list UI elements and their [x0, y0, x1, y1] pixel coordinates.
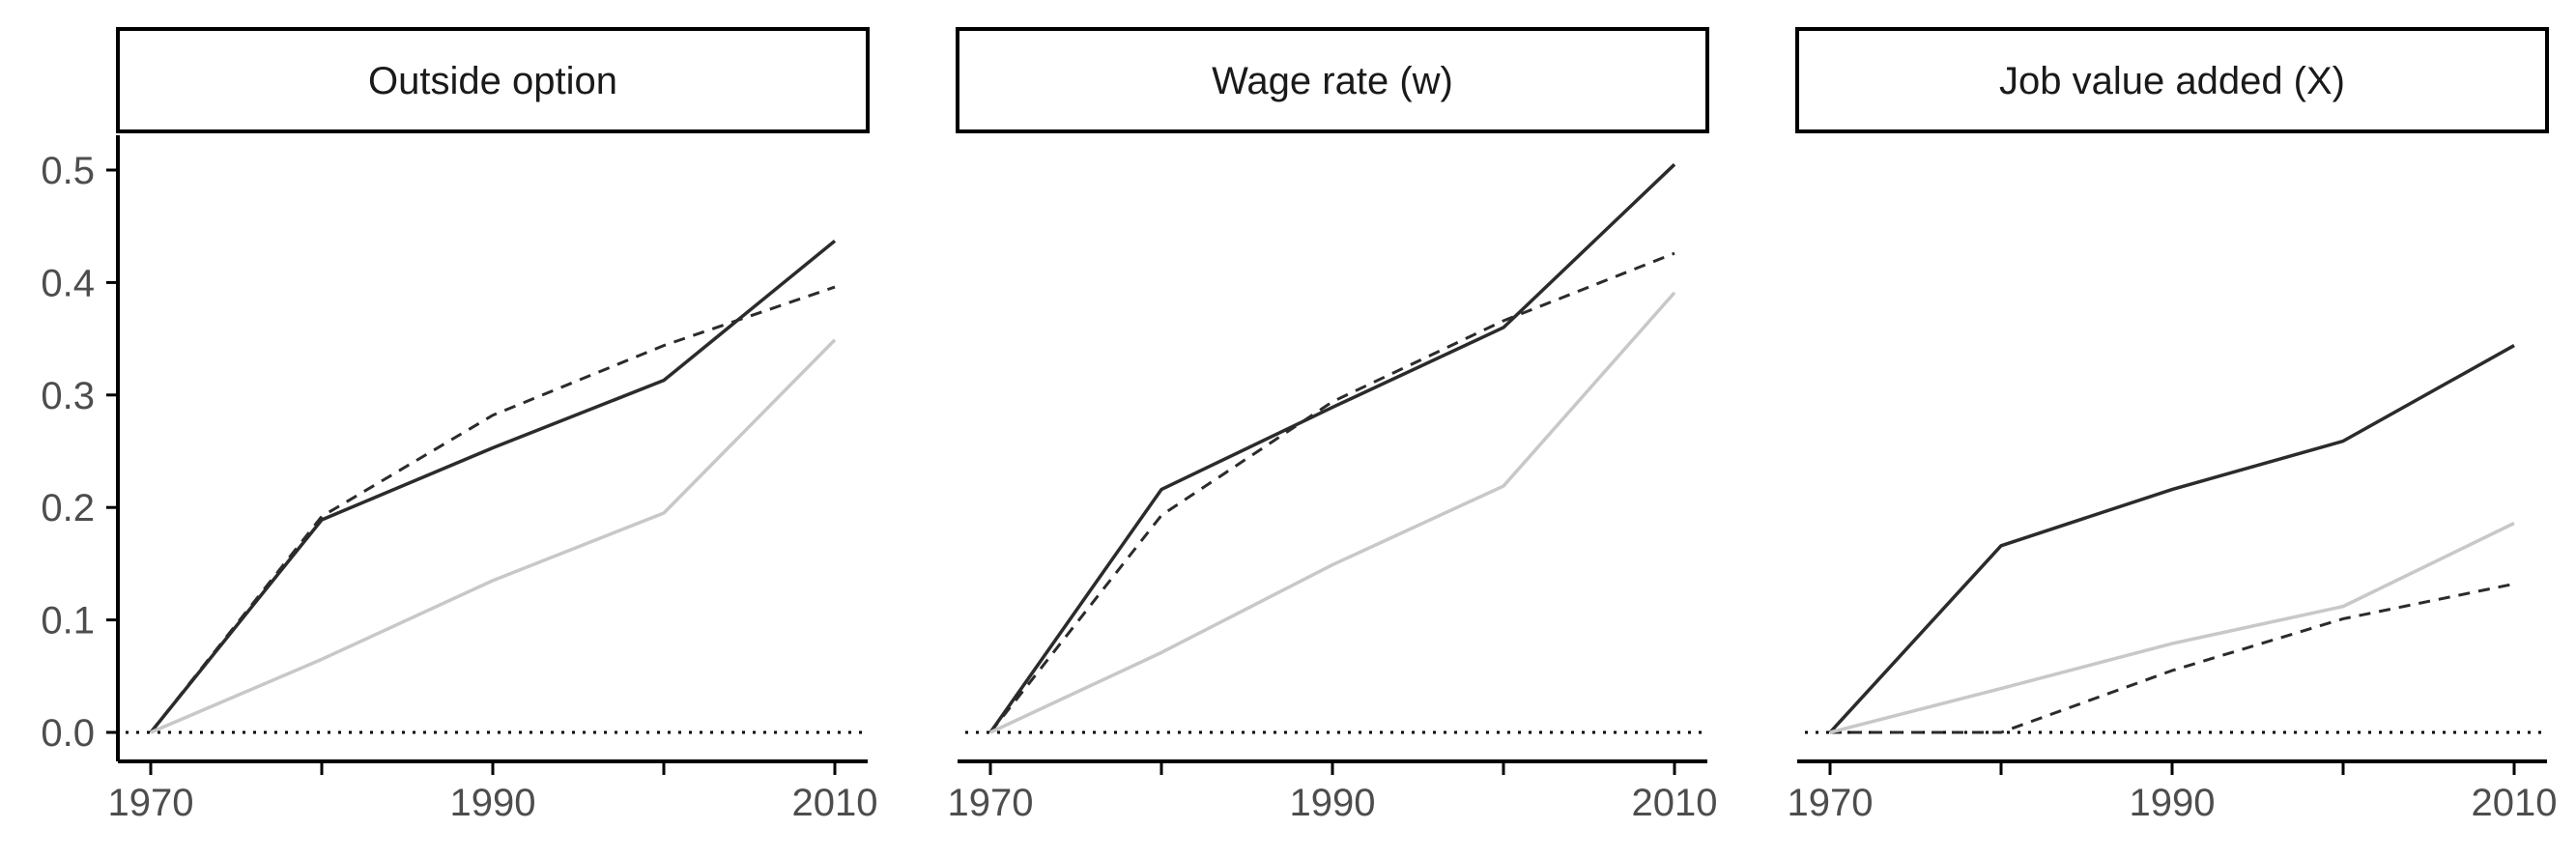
series-line-dashed-dark [988, 251, 1675, 733]
x-tick-label: 1970 [1788, 782, 1874, 824]
x-tick-label: 1990 [1290, 782, 1376, 824]
y-tick-label: 0.1 [41, 600, 95, 643]
panel-title: Job value added (X) [1999, 60, 2345, 102]
x-tick-label: 1990 [450, 782, 536, 824]
series-line-solid-light [150, 338, 837, 734]
y-tick-label: 0.5 [41, 150, 95, 192]
y-tick-label: 0.0 [41, 712, 95, 755]
panel-job-value-added: Job value added (X) 1970 1990 2010 [1788, 27, 2558, 824]
y-tick-label: 0.4 [41, 262, 95, 304]
series-line-solid-dark [149, 239, 837, 734]
panel-title: Outside option [368, 60, 617, 102]
y-tick-label: 0.2 [41, 487, 95, 529]
panel-strip [956, 27, 1709, 133]
series-line-solid-dark [1828, 344, 2515, 734]
series-line-dashed-dark [149, 285, 836, 733]
panel-title: Wage rate (w) [1212, 60, 1453, 102]
panel-strip [1795, 27, 2549, 133]
series-line-solid-light [989, 291, 1676, 734]
panel-outside-option: Outside option 1970 1990 2010 0.0 0.1 0.2 0.3 0.… [41, 27, 878, 824]
x-tick-label: 1970 [948, 782, 1034, 824]
x-tick-label: 2010 [792, 782, 878, 824]
y-tick-label: 0.3 [41, 375, 95, 417]
series-line-solid-dark [988, 162, 1676, 734]
x-tick-label: 1970 [108, 782, 194, 824]
panel-wage-rate: Wage rate (w) 1970 1990 2010 [948, 27, 1718, 824]
panel-strip [116, 27, 870, 133]
series-line-dashed-dark [1830, 582, 2515, 734]
x-tick-label: 2010 [1632, 782, 1718, 824]
x-tick-label: 1990 [2130, 782, 2216, 824]
series-line-solid-light [1829, 521, 2515, 734]
x-tick-label: 2010 [2472, 782, 2558, 824]
